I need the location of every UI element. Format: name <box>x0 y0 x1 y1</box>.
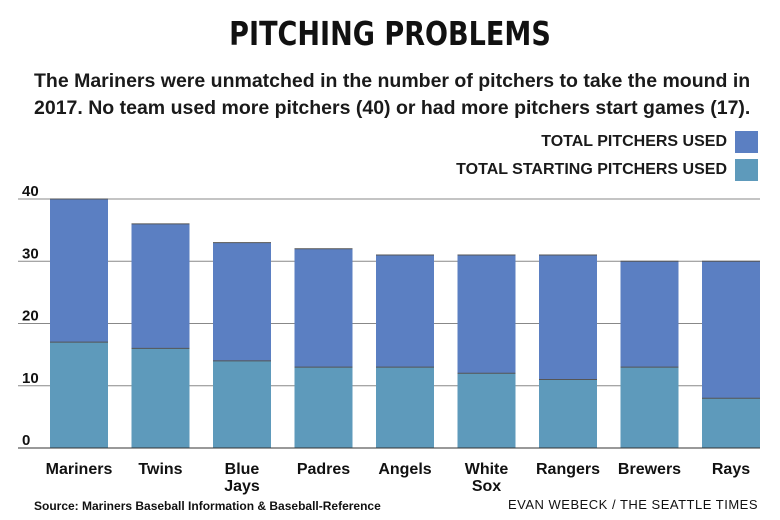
bar-starting-twins <box>131 348 190 448</box>
x-tick-label-rangers: Rangers <box>536 461 600 478</box>
bar-starting-padres <box>294 367 353 448</box>
bar-starting-blue-jays <box>213 360 271 448</box>
y-tick-label-30: 30 <box>22 245 39 262</box>
legend-label-total-pitchers: TOTAL PITCHERS USED <box>541 133 727 150</box>
bar-total-angels <box>376 255 434 368</box>
y-tick-label-0: 0 <box>22 432 30 449</box>
legend-label-starting-pitchers: TOTAL STARTING PITCHERS USED <box>456 161 727 178</box>
y-tick-label-10: 10 <box>22 370 39 387</box>
bar-starting-angels <box>376 367 434 448</box>
credit-line: EVAN WEBECK / THE SEATTLE TIMES <box>507 497 758 512</box>
bar-total-rays <box>702 261 760 399</box>
legend-swatch-starting-pitchers <box>735 159 758 181</box>
bar-total-brewers <box>620 261 679 368</box>
bar-starting-rangers <box>539 379 597 448</box>
y-tick-label-40: 40 <box>22 183 39 200</box>
x-tick-label-rays: Rays <box>712 461 750 478</box>
bar-total-twins <box>131 223 190 349</box>
chart-title: PITCHING PROBLEMS <box>229 14 551 53</box>
x-tick-label-brewers: Brewers <box>618 461 681 478</box>
bar-total-padres <box>294 248 353 368</box>
bar-starting-mariners <box>50 342 108 448</box>
y-tick-label-20: 20 <box>22 308 39 325</box>
legend-item-total-pitchers: TOTAL PITCHERS USED <box>541 131 758 153</box>
x-tick-label-mariners: Mariners <box>46 461 113 478</box>
legend-swatch-total-pitchers <box>735 131 758 153</box>
bar-total-blue-jays <box>213 242 271 361</box>
source-note: Source: Mariners Baseball Information & … <box>34 499 381 513</box>
x-tick-label-angels: Angels <box>378 461 431 478</box>
bar-total-white-sox <box>457 255 516 374</box>
bar-total-rangers <box>539 255 597 380</box>
x-tick-label-twins: Twins <box>138 461 182 478</box>
x-tick-label-padres: Padres <box>297 461 350 478</box>
legend-item-starting-pitchers: TOTAL STARTING PITCHERS USED <box>456 159 758 181</box>
bar-starting-white-sox <box>457 373 516 448</box>
bar-total-mariners <box>50 199 108 343</box>
bar-starting-brewers <box>620 367 679 448</box>
x-tick-label-blue-jays: Blue Jays <box>224 461 260 495</box>
chart-subtitle: The Mariners were unmatched in the numbe… <box>34 70 751 119</box>
x-tick-label-white-sox: White Sox <box>465 461 509 495</box>
bar-starting-rays <box>702 398 760 448</box>
